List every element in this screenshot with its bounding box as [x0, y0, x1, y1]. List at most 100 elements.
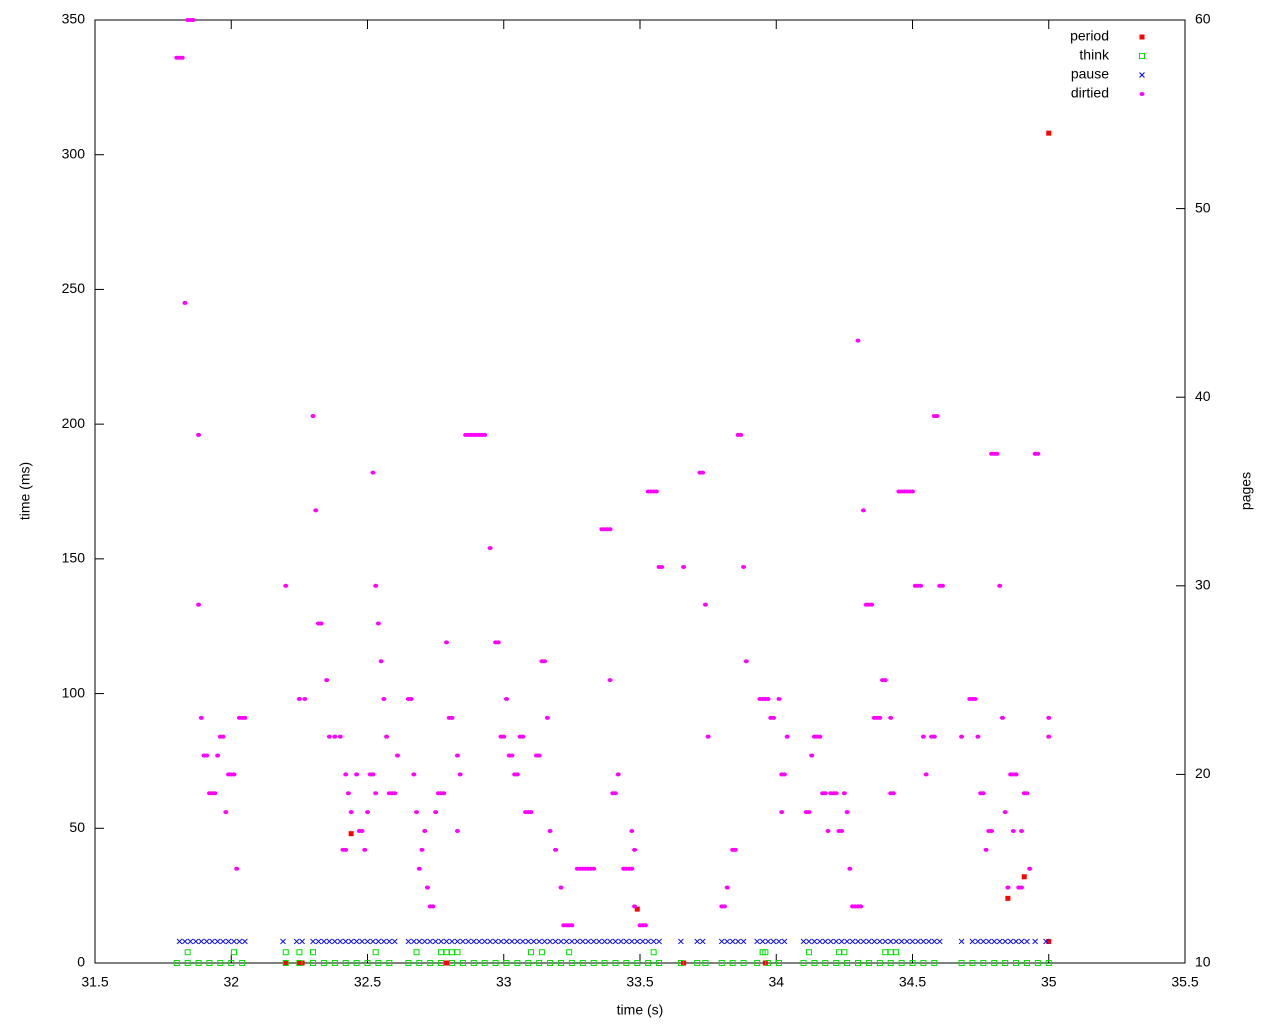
y-tick-label: 200: [62, 415, 86, 431]
point: [514, 938, 521, 945]
point: [910, 489, 915, 494]
point: [421, 938, 428, 945]
point: [176, 938, 183, 945]
point: [384, 734, 390, 739]
point: [585, 938, 592, 945]
x-tick-label: 35.5: [1171, 974, 1198, 990]
point: [882, 938, 889, 945]
legend-label: period: [1070, 28, 1109, 44]
point: [438, 938, 444, 945]
point: [414, 810, 420, 815]
x-tick-label: 33: [496, 974, 512, 990]
point: [370, 772, 376, 777]
point: [721, 904, 727, 909]
point: [835, 949, 842, 956]
point: [805, 949, 812, 956]
point: [855, 938, 861, 945]
point: [920, 960, 927, 966]
point: [487, 938, 493, 945]
point: [296, 696, 302, 701]
point: [541, 938, 548, 945]
point: [893, 949, 900, 956]
point: [871, 938, 878, 945]
point: [503, 938, 510, 945]
point: [411, 772, 417, 777]
point: [877, 715, 883, 720]
point: [231, 772, 237, 777]
point: [876, 938, 883, 945]
point: [1005, 895, 1011, 901]
point: [656, 938, 662, 945]
point: [173, 960, 180, 966]
legend-marker: [1139, 34, 1145, 40]
y2-tick-label: 20: [1195, 765, 1211, 781]
point: [841, 949, 848, 956]
point: [612, 791, 618, 796]
y2-axis-label: pages: [1238, 472, 1254, 510]
point: [699, 938, 706, 945]
x-tick-label: 31.5: [81, 974, 108, 990]
point: [215, 753, 221, 758]
point: [639, 938, 646, 945]
point: [579, 938, 586, 945]
point: [454, 938, 461, 945]
point: [607, 527, 613, 532]
point: [196, 602, 202, 607]
point: [536, 960, 543, 966]
point: [844, 938, 850, 945]
point: [498, 938, 504, 945]
y-axis-label: time (ms): [17, 462, 33, 520]
point: [702, 602, 708, 607]
point: [890, 791, 896, 796]
point: [410, 938, 417, 945]
point: [337, 938, 344, 945]
point: [841, 791, 847, 796]
point: [342, 938, 349, 945]
point: [839, 828, 845, 833]
point: [827, 938, 834, 945]
point: [909, 960, 916, 966]
point: [700, 470, 706, 475]
point: [601, 938, 608, 945]
point: [694, 938, 701, 945]
point: [386, 938, 393, 945]
point: [386, 960, 393, 966]
point: [996, 938, 1003, 945]
point: [931, 734, 937, 739]
point: [718, 960, 725, 966]
point: [1034, 960, 1041, 966]
point: [503, 696, 509, 701]
point: [448, 949, 455, 956]
point: [612, 938, 619, 945]
point: [729, 938, 736, 945]
point: [310, 949, 316, 956]
point: [408, 696, 414, 701]
point: [781, 772, 787, 777]
point: [459, 960, 466, 966]
point: [542, 659, 548, 664]
legend-marker: [1139, 53, 1145, 59]
point: [847, 866, 853, 871]
point: [569, 938, 575, 945]
point: [566, 949, 573, 956]
point: [448, 960, 455, 966]
point: [430, 904, 436, 909]
point: [969, 938, 976, 945]
x-tick-label: 33.5: [626, 974, 653, 990]
point: [765, 696, 771, 701]
point: [432, 938, 439, 945]
point: [438, 960, 445, 966]
point: [1002, 810, 1008, 815]
point: [1024, 938, 1030, 945]
point: [236, 938, 243, 945]
point: [182, 300, 188, 305]
point: [1046, 938, 1052, 944]
point: [348, 810, 354, 815]
point: [204, 753, 210, 758]
point: [1035, 451, 1041, 456]
point: [228, 960, 235, 966]
point: [242, 938, 248, 945]
y-tick-label: 350: [62, 11, 86, 27]
point: [754, 938, 761, 945]
point: [465, 938, 472, 945]
